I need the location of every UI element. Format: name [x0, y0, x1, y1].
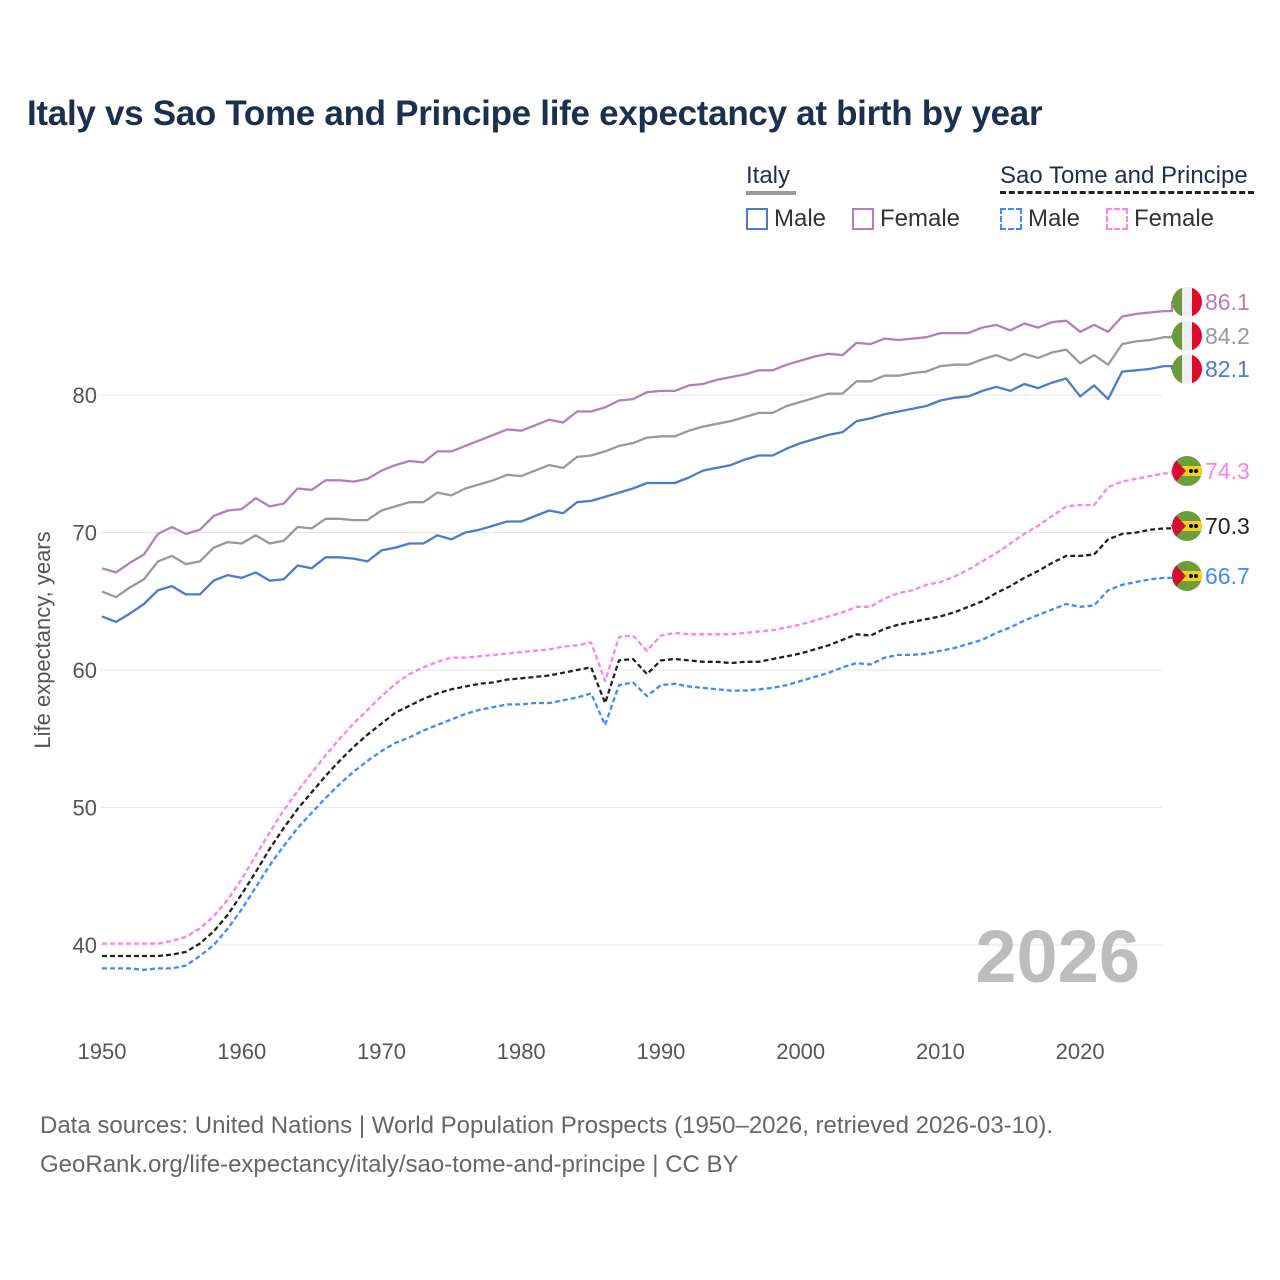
- end-value-label: 66.7: [1205, 563, 1250, 589]
- end-value-label: 86.1: [1205, 289, 1250, 315]
- x-tick-label: 1950: [78, 1039, 127, 1064]
- line-chart: 40 50 60 70 80 1950 1960 1970 1980 1990 2000 2010 20…: [30, 287, 1250, 1064]
- legend-swatch: [852, 208, 874, 230]
- flag-stripe: [1192, 354, 1202, 384]
- legend-swatch: [1106, 208, 1128, 230]
- chart-title: Italy vs Sao Tome and Principe life expe…: [27, 94, 1043, 133]
- series-line-italy-female: [101, 300, 1176, 574]
- flag-stripe: [1182, 287, 1192, 317]
- x-tick-label: 2020: [1056, 1039, 1105, 1064]
- legend-swatch: [1000, 208, 1022, 230]
- flag-body: [1172, 511, 1202, 541]
- x-tick-label: 1960: [217, 1039, 266, 1064]
- legend-italy-label: Italy: [746, 162, 791, 189]
- series-line-italy-male: [101, 364, 1176, 624]
- flag-star: [1194, 469, 1198, 473]
- x-tick-label: 1980: [497, 1039, 546, 1064]
- flag-triangle: [1172, 561, 1186, 591]
- flag-star: [1189, 574, 1193, 578]
- legend-stp-female[interactable]: Female: [1106, 205, 1214, 233]
- legend-label: Female: [880, 205, 961, 232]
- x-tick-label: 1970: [357, 1039, 406, 1064]
- legend-label: Male: [774, 205, 827, 232]
- legend-swatch: [746, 208, 768, 230]
- flag-body: [1172, 561, 1202, 591]
- legend-label: Female: [1134, 205, 1215, 232]
- flag-stripe: [1172, 571, 1202, 581]
- watermark-year: 2026: [975, 915, 1140, 998]
- end-value-label: 70.3: [1205, 513, 1250, 539]
- y-tick-label: 60: [73, 658, 97, 683]
- legend-stp-label: Sao Tome and Principe: [1000, 162, 1248, 189]
- flag-stripe: [1192, 321, 1202, 351]
- flag-triangle: [1172, 456, 1186, 486]
- flag-star: [1189, 469, 1193, 473]
- x-tick-label: 1990: [636, 1039, 685, 1064]
- y-tick-label: 80: [73, 383, 97, 408]
- series-line-sao-tome-and-principe-total: [102, 524, 1176, 958]
- source-line-1: Data sources: United Nations | World Pop…: [40, 1112, 1054, 1139]
- legend-label: Male: [1028, 205, 1081, 232]
- flag-stripe: [1172, 287, 1182, 317]
- end-value-label: 84.2: [1205, 323, 1250, 349]
- flag-stripe: [1172, 321, 1182, 351]
- end-value-label: 82.1: [1205, 356, 1250, 382]
- source-line-2[interactable]: GeoRank.org/life-expectancy/italy/sao-to…: [40, 1151, 739, 1178]
- y-axis-title: Life expectancy, years: [30, 531, 55, 748]
- x-tick-label: 2000: [776, 1039, 825, 1064]
- y-tick-label: 40: [73, 933, 97, 958]
- legend-stp-underline: [1000, 191, 1254, 194]
- flag-stripe: [1172, 466, 1202, 476]
- x-tick-label: 2010: [916, 1039, 965, 1064]
- sao-tome-flag-icon: [1172, 511, 1202, 541]
- flag-stripe: [1192, 287, 1202, 317]
- legend-stp-heading: Sao Tome and Principe: [1000, 162, 1254, 194]
- legend-italy-heading: Italy: [746, 162, 796, 195]
- flag-body: [1172, 354, 1202, 384]
- legend-italy-male[interactable]: Male: [746, 205, 826, 233]
- flag-triangle: [1172, 511, 1186, 541]
- y-tick-label: 50: [73, 796, 97, 821]
- flag-star: [1194, 574, 1198, 578]
- italy-flag-icon: [1172, 354, 1202, 384]
- series-line-sao-tome-and-principe-male: [102, 574, 1176, 971]
- italy-flag-icon: [1172, 287, 1202, 317]
- flag-body: [1172, 456, 1202, 486]
- source-note: Data sources: United Nations | World Pop…: [40, 1106, 1053, 1184]
- flag-stripe: [1172, 354, 1182, 384]
- series-line-sao-tome-and-principe-female: [102, 469, 1176, 945]
- flag-star: [1194, 524, 1198, 528]
- legend-stp-male[interactable]: Male: [1000, 205, 1080, 233]
- sao-tome-flag-icon: [1172, 561, 1202, 591]
- legend-italy-underline: [746, 191, 796, 195]
- sao-tome-flag-icon: [1172, 456, 1202, 486]
- series-line-italy-total: [101, 334, 1176, 599]
- flag-star: [1189, 524, 1193, 528]
- italy-flag-icon: [1172, 321, 1202, 351]
- y-tick-label: 70: [73, 521, 97, 546]
- legend-italy-female[interactable]: Female: [852, 205, 960, 233]
- flag-body: [1172, 287, 1202, 317]
- flag-stripe: [1182, 354, 1192, 384]
- flag-stripe: [1182, 321, 1192, 351]
- flag-body: [1172, 321, 1202, 351]
- end-value-label: 74.3: [1205, 458, 1250, 484]
- flag-stripe: [1172, 521, 1202, 531]
